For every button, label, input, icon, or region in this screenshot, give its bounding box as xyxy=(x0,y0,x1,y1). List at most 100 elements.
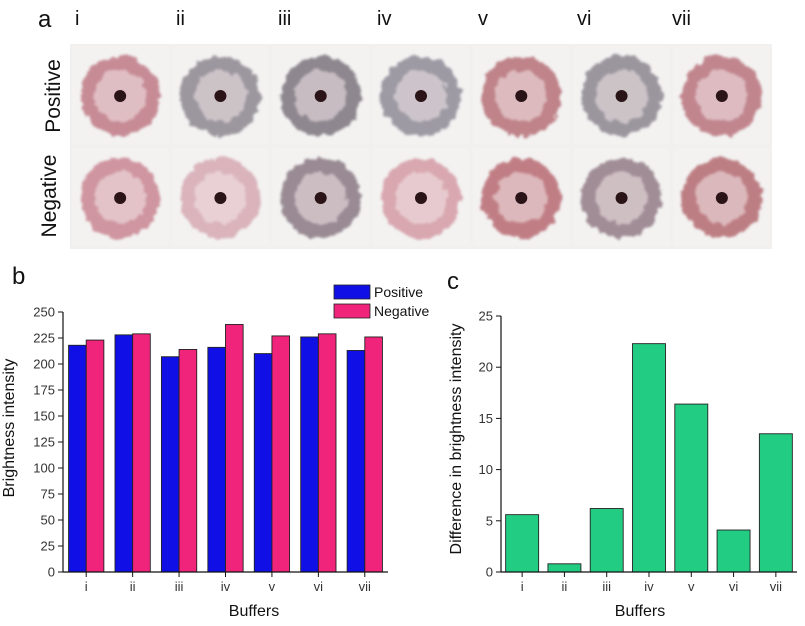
test-spot xyxy=(72,46,169,144)
bar-negative-iv xyxy=(225,324,244,573)
test-spot xyxy=(673,148,770,246)
test-spot xyxy=(272,148,369,246)
bar-series-i xyxy=(505,514,540,573)
x-tick-label: iv xyxy=(221,579,231,594)
panel-b-letter: b xyxy=(12,263,26,290)
spot-center xyxy=(615,192,628,204)
y-tick-label: 0 xyxy=(48,565,55,580)
chart-c-y-axis-label: Difference in brightness intensity xyxy=(448,324,465,555)
spot-center xyxy=(515,90,528,102)
bar-positive-vi xyxy=(300,336,319,573)
legend-swatch-positive xyxy=(333,284,371,300)
spot-center xyxy=(314,90,327,102)
y-tick-label: 200 xyxy=(33,357,55,372)
bar-negative-vi xyxy=(317,333,337,573)
y-tick-label: 20 xyxy=(479,360,493,375)
chart-b-legend: Positive Negative xyxy=(333,284,429,319)
bar-negative-ii xyxy=(132,333,151,573)
y-tick-label: 100 xyxy=(33,461,55,476)
column-label: ii xyxy=(176,8,185,30)
bar-negative-vii xyxy=(364,336,383,573)
column-label: iii xyxy=(278,8,292,30)
test-strip-photo xyxy=(70,44,772,249)
legend-label-positive: Positive xyxy=(374,284,423,300)
x-tick-label: iv xyxy=(644,579,654,594)
y-tick-label: 50 xyxy=(41,513,55,528)
panel-c-letter: c xyxy=(447,268,459,295)
y-tick-label: 25 xyxy=(41,539,55,554)
panel-a-letter: a xyxy=(38,6,52,33)
x-tick-label: ii xyxy=(130,579,136,594)
test-spot xyxy=(372,148,470,246)
bar-series-v xyxy=(674,403,709,573)
bar-positive-iii xyxy=(160,356,180,573)
x-tick-label: v xyxy=(688,579,695,594)
spot-center xyxy=(314,192,327,204)
spot-center xyxy=(114,192,127,204)
bar-positive-vii xyxy=(346,350,366,573)
y-tick-label: 225 xyxy=(33,331,55,346)
spot-center xyxy=(515,192,528,204)
bar-negative-iii xyxy=(178,348,198,573)
y-tick-label: 25 xyxy=(479,309,493,324)
column-label: iv xyxy=(377,8,392,30)
row-label-positive: Positive xyxy=(42,59,65,133)
spot-center xyxy=(214,192,227,204)
legend-swatch-negative xyxy=(333,303,371,319)
spot-center xyxy=(415,90,427,102)
x-tick-label: i xyxy=(85,579,88,594)
spot-center xyxy=(715,90,728,102)
x-tick-label: vi xyxy=(729,579,739,594)
bar-series-iii xyxy=(589,508,624,573)
y-tick-label: 5 xyxy=(486,513,493,528)
test-spot xyxy=(573,46,670,144)
x-tick-label: ii xyxy=(562,579,568,594)
y-tick-label: 0 xyxy=(486,565,493,580)
x-tick-label: iii xyxy=(602,579,611,594)
spot-center xyxy=(715,192,728,204)
bar-positive-ii xyxy=(114,334,134,573)
x-tick-label: i xyxy=(521,579,524,594)
test-spot xyxy=(172,148,269,246)
test-spot xyxy=(473,148,570,246)
test-strip-photo-canvas xyxy=(72,46,770,246)
bar-series-vii xyxy=(758,433,793,573)
x-tick-label: vii xyxy=(770,579,782,594)
bar-series-vi xyxy=(716,529,751,573)
test-spot xyxy=(172,46,269,144)
bar-positive-i xyxy=(68,344,87,573)
y-tick-label: 15 xyxy=(479,411,493,426)
x-tick-label: v xyxy=(269,579,276,594)
spot-center xyxy=(615,90,628,102)
bar-positive-v xyxy=(253,353,273,573)
test-spot xyxy=(473,46,570,144)
test-spot xyxy=(72,148,169,246)
chart-c-x-axis-label: Buffers xyxy=(615,603,665,620)
y-tick-label: 250 xyxy=(33,305,55,320)
column-label: vi xyxy=(577,8,592,30)
bar-negative-v xyxy=(271,335,291,573)
spot-center xyxy=(415,192,427,204)
column-label: vii xyxy=(672,8,691,30)
x-tick-label: vii xyxy=(359,579,371,594)
x-tick-label: vi xyxy=(314,579,324,594)
chart-b-x-axis-label: Buffers xyxy=(229,603,279,620)
y-tick-label: 10 xyxy=(479,462,493,477)
legend-label-negative: Negative xyxy=(374,303,429,319)
bar-series-iv xyxy=(632,343,666,573)
bar-negative-i xyxy=(85,339,105,573)
row-label-negative: Negative xyxy=(38,154,61,238)
column-label: v xyxy=(478,8,488,30)
y-tick-label: 175 xyxy=(33,383,55,398)
spot-center xyxy=(114,90,127,102)
bar-positive-iv xyxy=(207,346,226,573)
x-tick-label: iii xyxy=(175,579,184,594)
bar-series-ii xyxy=(547,563,582,573)
spot-center xyxy=(214,90,227,102)
test-spot xyxy=(573,148,670,246)
y-tick-label: 150 xyxy=(33,409,55,424)
column-label: i xyxy=(75,8,80,30)
test-spot xyxy=(272,46,369,144)
